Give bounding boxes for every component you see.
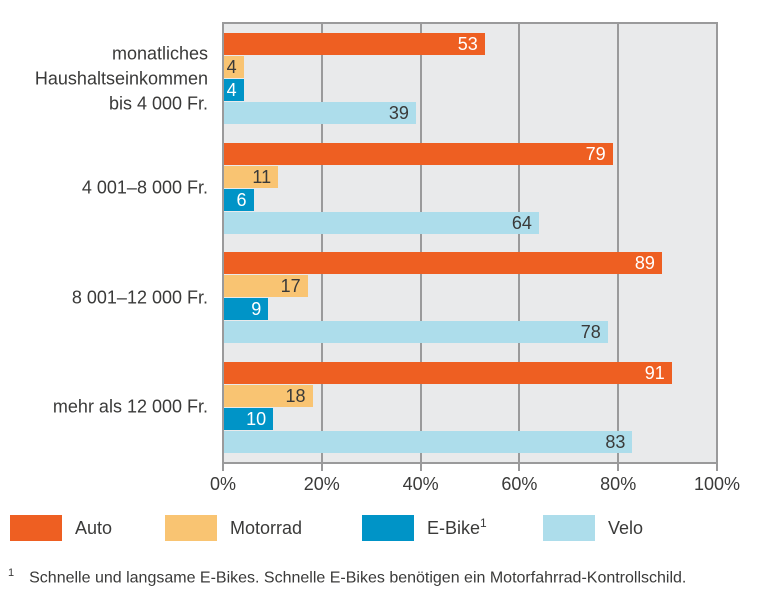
bar-velo: 39 [224, 102, 416, 125]
x-tick-mark [716, 464, 718, 471]
gridline [616, 24, 619, 462]
x-tick-label: 20% [303, 474, 340, 494]
bar-value-label: 4 [226, 80, 237, 101]
bar-motorrad: 11 [224, 165, 279, 188]
footnote-text: Schnelle und langsame E-Bikes. Schnelle … [29, 569, 687, 587]
bar-e-bike: 4 [224, 79, 244, 102]
bar-group: 53 4 4 39 [224, 24, 716, 134]
bar-group: 91 18 10 83 [224, 353, 716, 463]
legend-item-velo: Velo [543, 515, 643, 541]
x-tick-label: 40% [402, 474, 439, 494]
legend-swatch-e-bike [362, 515, 414, 541]
bar-value-label: 9 [251, 299, 262, 320]
y-axis-labels: monatliches Haushaltseinkommen bis 4 000 F… [0, 0, 208, 464]
legend-item-e-bike: E-Bike1 [362, 515, 487, 541]
category-label: monatliches Haushaltseinkommen bis 4 000 F… [34, 43, 208, 114]
category-label: mehr als 12 000 Fr. [52, 396, 208, 417]
footnote: 1 Schnelle und langsame E-Bikes. Schnelle… [8, 562, 686, 589]
legend-swatch-velo [543, 515, 595, 541]
x-tick-label: 0% [209, 474, 237, 494]
bar-value-label: 17 [280, 276, 301, 297]
gridline [518, 24, 521, 462]
bar-groups: 53 4 4 39 79 11 6 64 89 17 9 78 91 18 10 83 [224, 24, 716, 462]
bar-e-bike: 10 [224, 407, 274, 430]
legend: Auto Motorrad E-Bike1 Velo [0, 515, 757, 543]
bar-e-bike: 9 [224, 298, 269, 321]
x-tick-mark [419, 464, 422, 471]
legend-swatch-motorrad [165, 515, 217, 541]
x-tick-mark [320, 464, 323, 471]
bar-value-label: 11 [252, 166, 272, 187]
x-tick-mark [617, 464, 620, 471]
bar-group: 89 17 9 78 [224, 243, 716, 353]
bar-value-label: 78 [580, 322, 601, 343]
bar-value-label: 79 [585, 143, 606, 164]
category-label: 4 001–8 000 Fr. [81, 177, 208, 198]
bar-group: 79 11 6 64 [224, 134, 716, 244]
bar-e-bike: 6 [224, 188, 254, 211]
x-tick-label: 100% [693, 474, 741, 494]
bar-value-label: 18 [285, 385, 306, 406]
bar-velo: 83 [224, 430, 633, 453]
bar-motorrad: 4 [224, 56, 244, 79]
x-tick-mark [518, 464, 521, 471]
bar-auto: 91 [224, 361, 672, 384]
legend-swatch-auto [10, 515, 62, 541]
bar-velo: 78 [224, 321, 608, 344]
legend-label: Velo [608, 517, 644, 538]
gridline [419, 24, 422, 462]
legend-item-motorrad: Motorrad [165, 515, 302, 541]
legend-label: E-Bike1 [427, 515, 487, 538]
bar-value-label: 10 [246, 408, 267, 429]
bar-value-label: 4 [226, 57, 237, 78]
footnote-marker: 1 [8, 567, 15, 579]
x-tick-mark [222, 464, 224, 471]
bar-velo: 64 [224, 211, 539, 234]
x-tick-label: 60% [501, 474, 538, 494]
x-tick-label: 80% [600, 474, 637, 494]
bar-auto: 53 [224, 33, 485, 56]
bar-auto: 89 [224, 252, 662, 275]
legend-item-auto: Auto [10, 515, 112, 541]
bar-motorrad: 17 [224, 275, 308, 298]
bar-value-label: 64 [511, 212, 532, 233]
bar-value-label: 91 [644, 362, 665, 383]
bar-value-label: 6 [236, 189, 247, 210]
legend-footnote-marker: 1 [480, 515, 487, 530]
plot-area: 53 4 4 39 79 11 6 64 89 17 9 78 91 18 10 83 [222, 22, 718, 464]
bar-value-label: 89 [634, 253, 655, 274]
bar-motorrad: 18 [224, 384, 313, 407]
category-label: 8 001–12 000 Fr. [71, 287, 208, 308]
bar-value-label: 53 [457, 34, 478, 55]
bar-auto: 79 [224, 142, 613, 165]
legend-label: Auto [75, 517, 113, 538]
bar-value-label: 39 [388, 103, 409, 124]
gridline [321, 24, 324, 462]
legend-label: Motorrad [230, 517, 303, 538]
bar-value-label: 83 [605, 431, 626, 452]
